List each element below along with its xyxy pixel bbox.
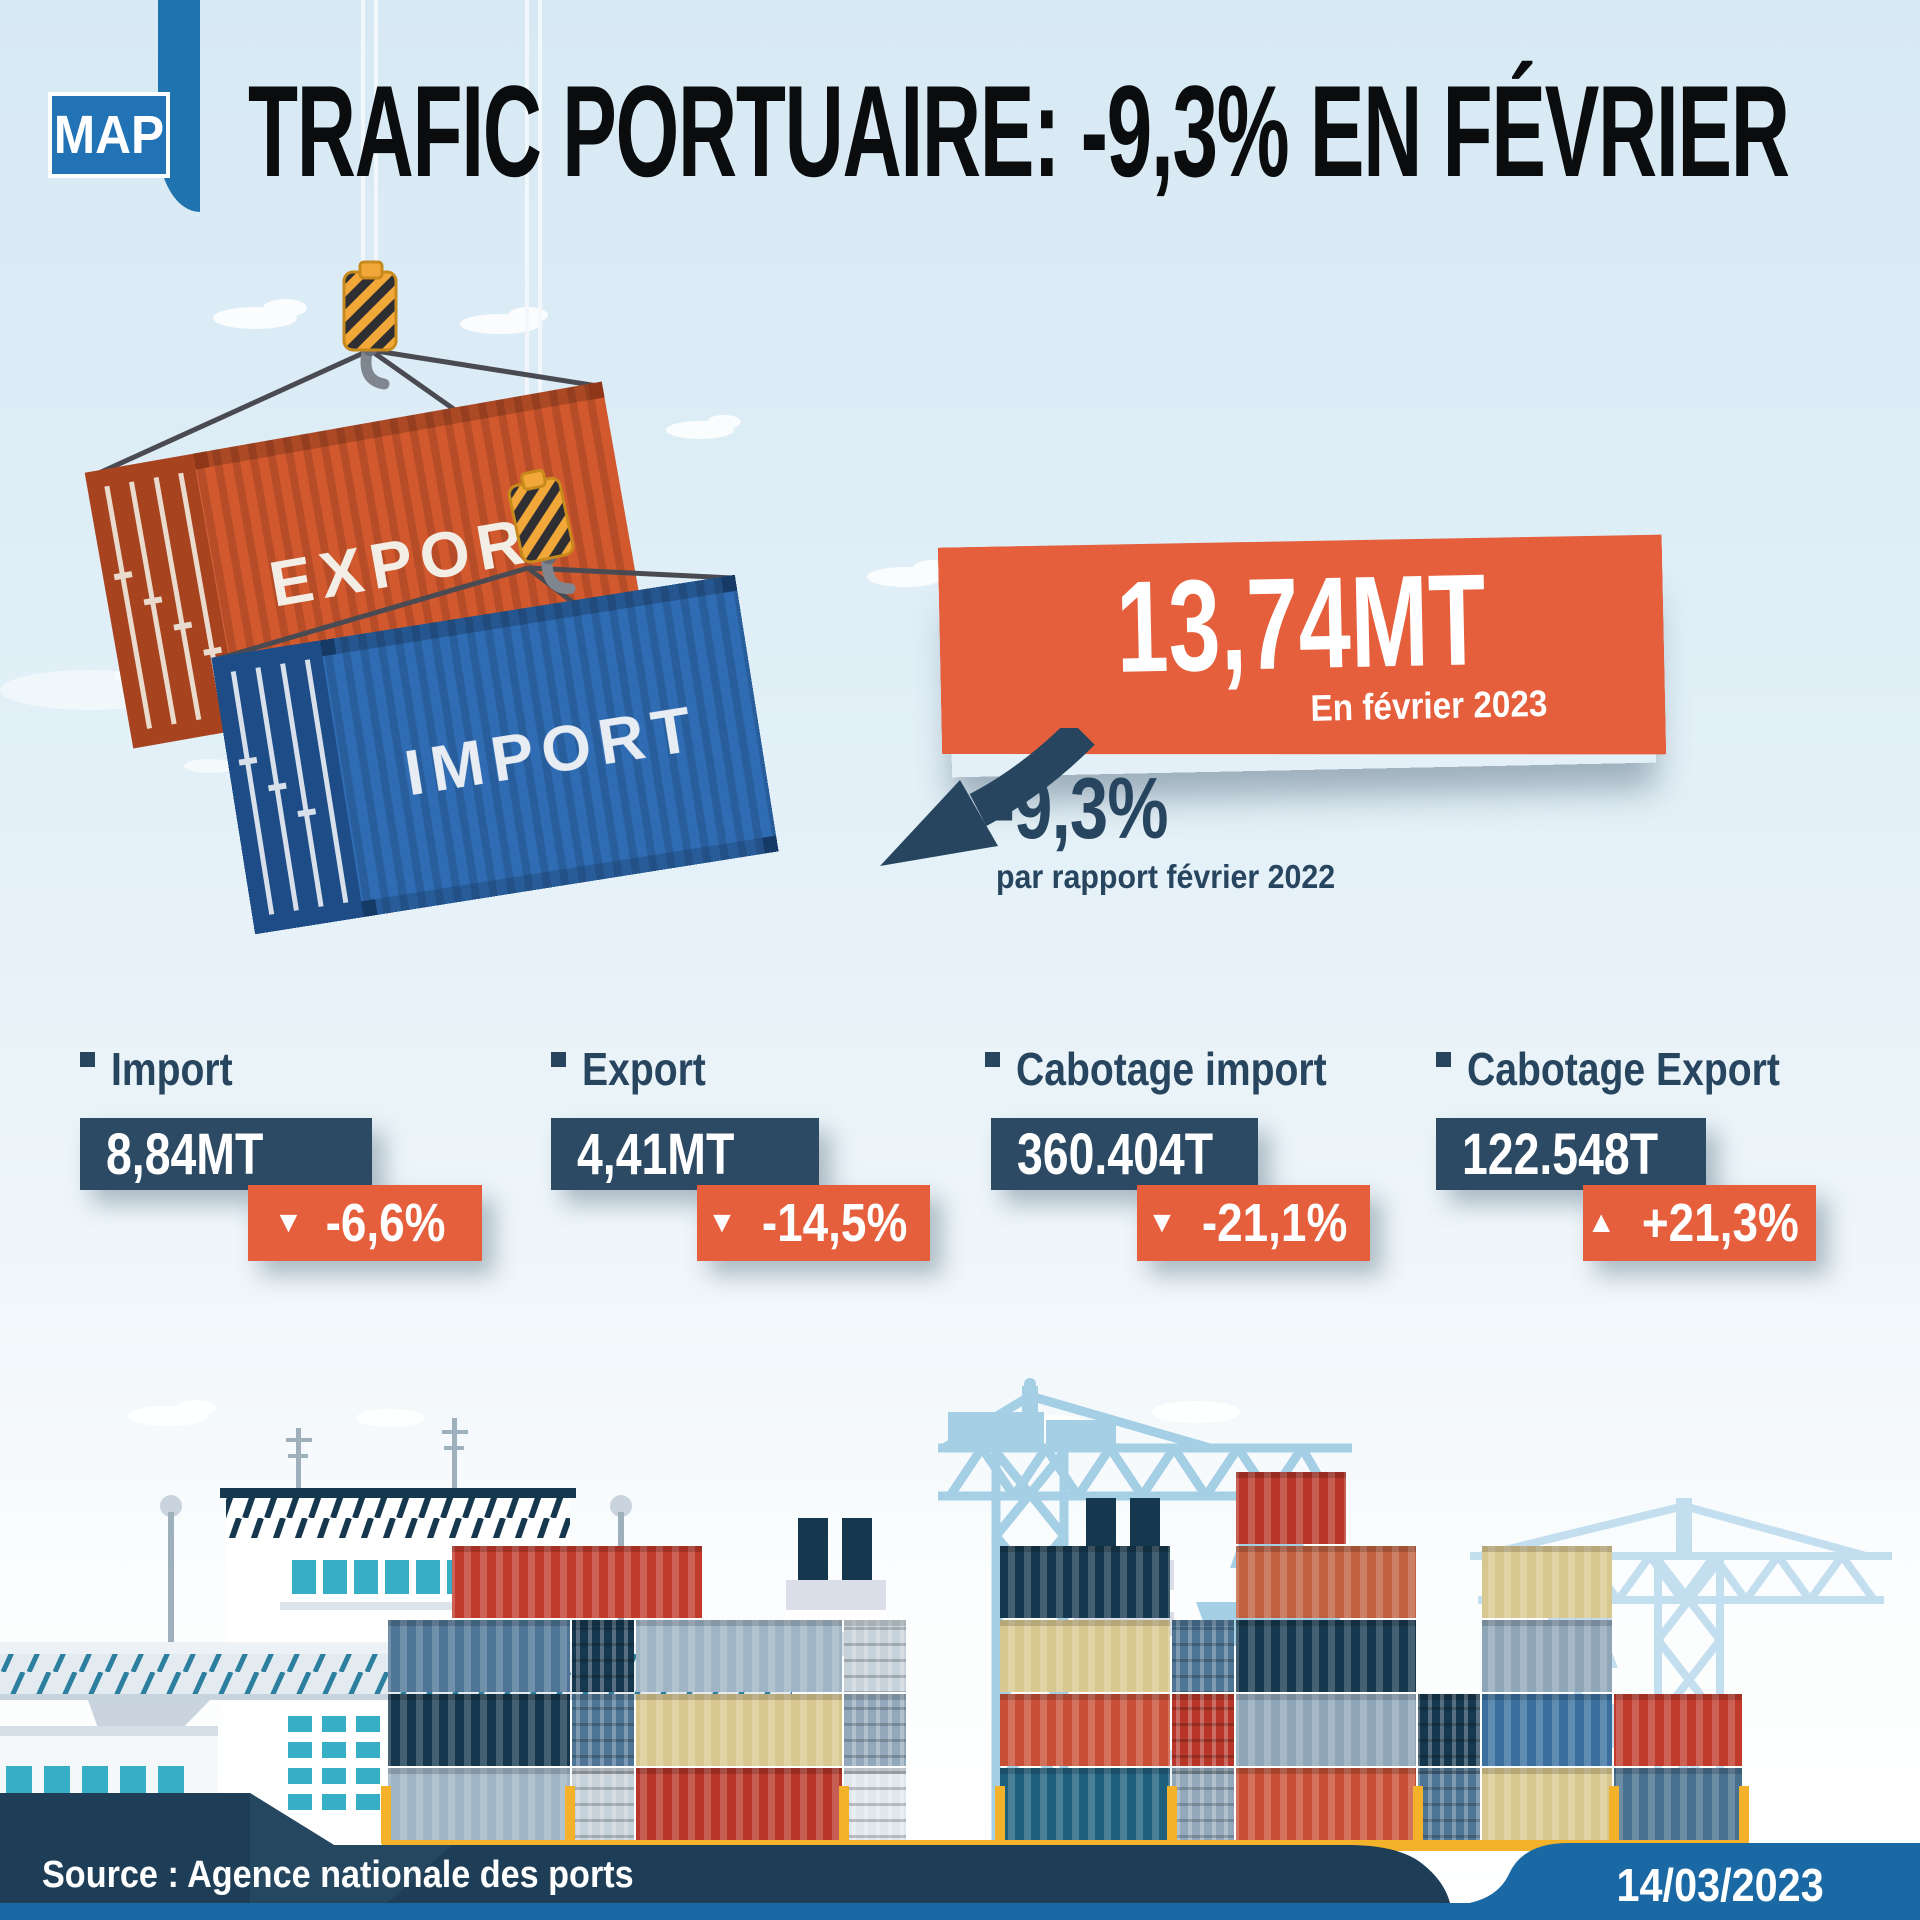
total-comparison: par rapport février 2022: [996, 858, 1336, 895]
cargo-container: [844, 1768, 906, 1840]
map-logo: MAP: [48, 92, 170, 178]
stat-label: Cabotage Export: [1436, 1042, 1835, 1096]
cargo-container: [1172, 1694, 1234, 1766]
bullet-icon: [80, 1052, 95, 1067]
stat-change-box: ▼ -21,1%: [1137, 1185, 1370, 1261]
railing-post: [839, 1786, 849, 1844]
cargo-container: [1482, 1546, 1612, 1618]
cargo-container: [1482, 1768, 1612, 1840]
cargo-container: [572, 1694, 634, 1766]
date-tab: [1452, 1843, 1920, 1920]
map-logo-text: MAP: [53, 105, 165, 165]
cargo-container: [636, 1620, 842, 1692]
bottom-strip: [0, 1903, 1920, 1920]
cargo-container: [844, 1620, 906, 1692]
down-triangle-icon: ▼: [1147, 1206, 1177, 1239]
cargo-container: [1236, 1694, 1416, 1766]
cargo-container: [1172, 1620, 1234, 1692]
crane-hook-icon: [342, 260, 398, 390]
stat-label: Import: [80, 1042, 254, 1096]
cargo-container: [388, 1694, 570, 1766]
railing-post: [1167, 1786, 1177, 1844]
railing-post: [1739, 1786, 1749, 1844]
down-arrow-icon: [880, 728, 1095, 866]
stat-value-box: 122.548T: [1436, 1118, 1706, 1190]
total-period: En février 2023: [1309, 682, 1548, 729]
cargo-container: [1236, 1620, 1416, 1692]
railing-post: [565, 1786, 575, 1844]
crane-hook-icon: [507, 468, 576, 595]
total-value: 13,74MT: [1115, 546, 1488, 700]
railing-post: [995, 1786, 1005, 1844]
down-triangle-icon: ▼: [707, 1206, 737, 1239]
cargo-container: [636, 1768, 842, 1840]
page-title: TRAFIC PORTUAIRE: -9,3% EN FÉVRIER: [248, 58, 1790, 204]
cargo-container: [1000, 1620, 1170, 1692]
sky-illustration: EXPORT: [0, 0, 1510, 935]
bullet-icon: [1436, 1052, 1451, 1067]
up-triangle-icon: ▲: [1586, 1206, 1617, 1239]
deck-containers: [388, 1472, 1742, 1840]
stat-value-box: 4,41MT: [551, 1118, 819, 1190]
port-scene: [0, 1378, 1892, 1920]
cargo-container: [388, 1768, 570, 1840]
railing-post: [1413, 1786, 1423, 1844]
cargo-container: [1614, 1768, 1742, 1840]
cargo-container: [1172, 1768, 1234, 1840]
cargo-container: [1000, 1694, 1170, 1766]
cargo-container: [636, 1694, 842, 1766]
down-triangle-icon: ▼: [273, 1206, 304, 1239]
cargo-container: [388, 1620, 570, 1692]
publication-date: 14/03/2023: [1616, 1859, 1824, 1911]
railing-post: [381, 1786, 391, 1844]
railing-post: [1609, 1786, 1619, 1844]
cargo-container: [844, 1694, 906, 1766]
stat-label: Cabotage import: [985, 1042, 1381, 1096]
import-container: IMPORT: [211, 574, 779, 935]
bullet-icon: [551, 1052, 566, 1067]
cargo-ship-hull: [0, 1793, 1450, 1920]
cargo-container: [1236, 1768, 1416, 1840]
cargo-container: [1418, 1694, 1480, 1766]
stat-change-box: ▼ -14,5%: [697, 1185, 930, 1261]
stat-change-box: ▲ +21,3%: [1583, 1185, 1816, 1261]
source-credit: Source : Agence nationale des ports: [42, 1854, 634, 1896]
cargo-container: [452, 1546, 702, 1618]
stat-label: Export: [551, 1042, 728, 1096]
cargo-container: [1000, 1768, 1170, 1840]
cargo-container: [1236, 1472, 1346, 1544]
stat-value-box: 8,84MT: [80, 1118, 372, 1190]
cargo-container: [1482, 1620, 1612, 1692]
cargo-container: [1236, 1546, 1416, 1618]
cargo-container: [1614, 1694, 1742, 1766]
cargo-container: [1000, 1546, 1170, 1618]
total-change: -9,3%: [992, 761, 1169, 857]
cargo-container: [572, 1768, 634, 1840]
bullet-icon: [985, 1052, 1000, 1067]
stat-value-box: 360.404T: [991, 1118, 1258, 1190]
cargo-container: [1418, 1768, 1480, 1840]
cargo-container: [572, 1620, 634, 1692]
cargo-container: [1482, 1694, 1612, 1766]
stat-change-box: ▼ -6,6%: [248, 1185, 482, 1261]
